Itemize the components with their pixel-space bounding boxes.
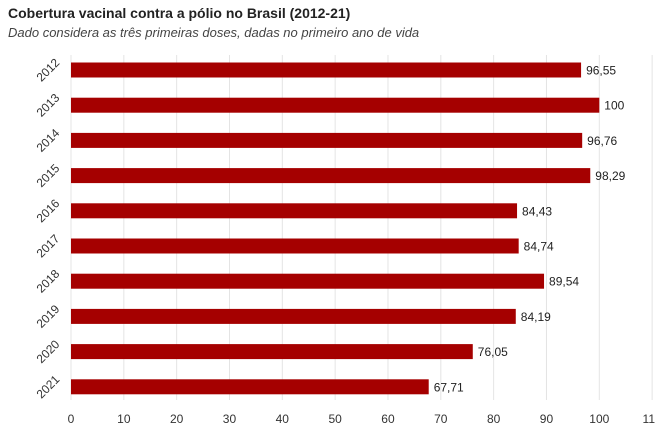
y-category-label: 2016: [34, 196, 63, 225]
chart-title: Cobertura vacinal contra a pólio no Bras…: [8, 5, 351, 21]
y-category-label: 2018: [34, 267, 63, 296]
bar: [71, 203, 518, 219]
bar: [71, 273, 545, 289]
value-labels: 96,55 100 96,76 98,29 84,43 84,74 89,54 84,19 76…: [434, 64, 626, 395]
bar: [71, 308, 516, 324]
y-category-label: 2012: [34, 55, 63, 84]
x-tick-label: 80: [487, 412, 501, 426]
bar: [71, 379, 429, 395]
data-label: 100: [604, 99, 624, 113]
y-category-label: 2014: [34, 126, 63, 155]
data-label: 84,43: [522, 204, 552, 218]
x-tick-label: 100: [589, 412, 609, 426]
x-tick-label: 90: [540, 412, 554, 426]
bars: [71, 62, 600, 395]
y-category-label: 2019: [34, 302, 63, 331]
y-axis-categories: 2012 2013 2014 2015 2016 2017 2018 2019 2020 2021: [34, 55, 63, 401]
data-label: 84,74: [524, 240, 554, 254]
data-label: 76,05: [478, 345, 508, 359]
x-tick-label: 50: [328, 412, 342, 426]
bar: [71, 62, 582, 78]
chart-subtitle: Dado considera as três primeiras doses, …: [8, 25, 420, 40]
y-category-label: 2015: [34, 161, 63, 190]
data-label: 67,71: [434, 380, 464, 394]
x-tick-label: 110: [643, 412, 655, 426]
y-category-label: 2017: [34, 231, 63, 260]
data-label: 89,54: [549, 275, 579, 289]
bar: [71, 97, 600, 113]
x-tick-label: 30: [223, 412, 237, 426]
x-tick-label: 40: [276, 412, 290, 426]
data-label: 84,19: [521, 310, 551, 324]
bar: [71, 238, 519, 254]
x-tick-label: 70: [434, 412, 448, 426]
x-tick-label: 10: [117, 412, 131, 426]
data-label: 96,55: [586, 64, 616, 78]
data-label: 98,29: [595, 169, 625, 183]
bar: [71, 168, 591, 184]
data-label: 96,76: [587, 134, 617, 148]
x-axis-ticks: 0 10 20 30 40 50 60 70 80 90 100 110: [68, 412, 655, 426]
y-category-label: 2021: [34, 372, 63, 401]
bar: [71, 344, 473, 360]
bar: [71, 132, 583, 148]
y-category-label: 2013: [34, 91, 63, 120]
x-tick-label: 60: [381, 412, 395, 426]
y-category-label: 2020: [34, 337, 63, 366]
x-tick-label: 0: [68, 412, 75, 426]
x-tick-label: 20: [170, 412, 184, 426]
